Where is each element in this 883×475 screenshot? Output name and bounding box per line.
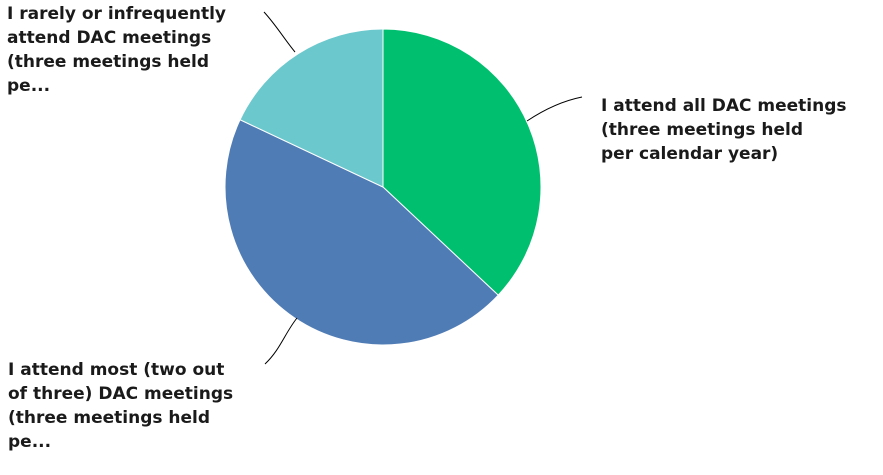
leader-line-attend-all: [526, 96, 583, 122]
leader-lines: [263, 11, 583, 365]
slice-label-attend-most: I attend most (two out of three) DAC mee…: [8, 360, 234, 452]
pie-slice-attend-most: [224, 119, 499, 346]
pie-slice-rarely: [239, 28, 384, 188]
pie-slices: [224, 28, 542, 346]
leader-line-attend-most: [264, 317, 298, 365]
slice-label-attend-all: I attend all DAC meetings (three meeting…: [601, 96, 847, 164]
slice-label-rarely: I rarely or infrequently attend DAC meet…: [7, 4, 226, 96]
leader-line-rarely: [263, 11, 296, 53]
pie-slice-attend-all: [382, 28, 542, 296]
